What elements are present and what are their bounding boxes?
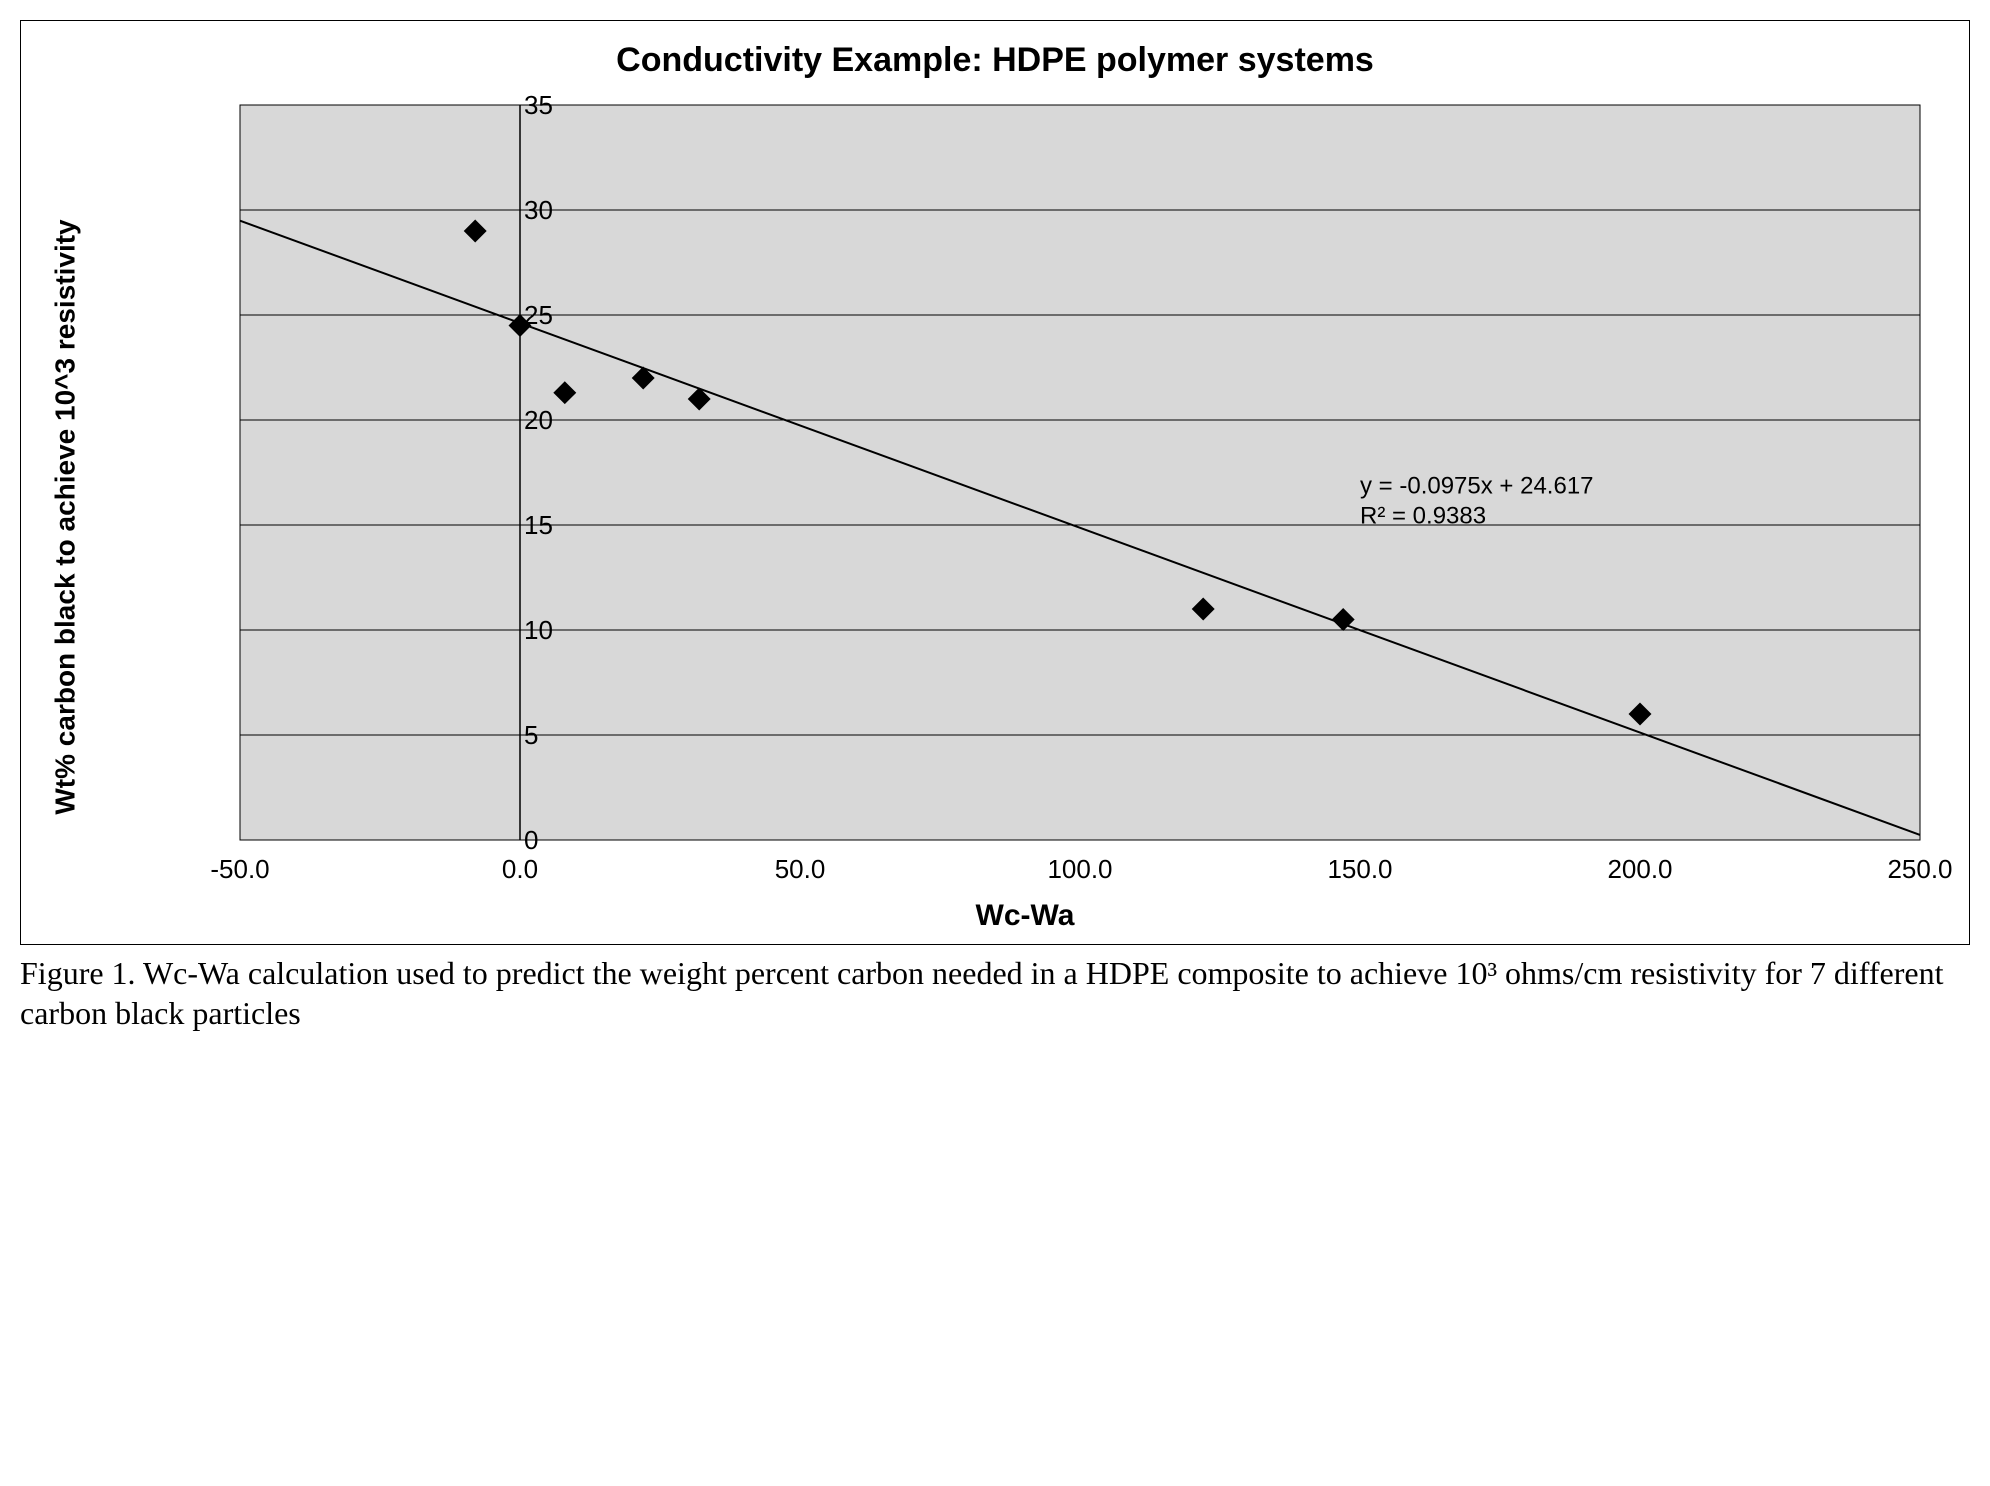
trendline-equation: y = -0.0975x + 24.617: [1360, 473, 1594, 500]
y-tick-label: 35: [524, 95, 553, 120]
scatter-plot: 05101520253035-50.00.050.0100.0150.0200.…: [96, 95, 1954, 895]
y-tick-label: 15: [524, 510, 553, 540]
y-tick-label: 5: [524, 720, 538, 750]
plot-column: 05101520253035-50.00.050.0100.0150.0200.…: [96, 95, 1954, 939]
x-axis-label: Wc-Wa: [96, 899, 1954, 933]
x-tick-label: -50.0: [210, 854, 269, 884]
x-tick-label: 100.0: [1047, 854, 1112, 884]
chart-frame: Conductivity Example: HDPE polymer syste…: [20, 20, 1970, 945]
y-tick-label: 0: [524, 825, 538, 855]
y-tick-label: 30: [524, 195, 553, 225]
ylabel-container: Wt% carbon black to achieve 10^3 resisti…: [36, 95, 96, 939]
figure-caption: Figure 1. Wc-Wa calculation used to pred…: [20, 953, 1970, 1033]
x-tick-label: 250.0: [1887, 854, 1952, 884]
x-tick-label: 200.0: [1607, 854, 1672, 884]
x-tick-label: 50.0: [775, 854, 826, 884]
trendline-r2: R² = 0.9383: [1360, 503, 1486, 530]
x-tick-label: 0.0: [502, 854, 538, 884]
chart-title: Conductivity Example: HDPE polymer syste…: [36, 41, 1954, 80]
y-axis-label: Wt% carbon black to achieve 10^3 resisti…: [50, 219, 82, 814]
chart-body: Wt% carbon black to achieve 10^3 resisti…: [36, 95, 1954, 939]
y-tick-label: 20: [524, 405, 553, 435]
y-tick-label: 10: [524, 615, 553, 645]
x-tick-label: 150.0: [1327, 854, 1392, 884]
